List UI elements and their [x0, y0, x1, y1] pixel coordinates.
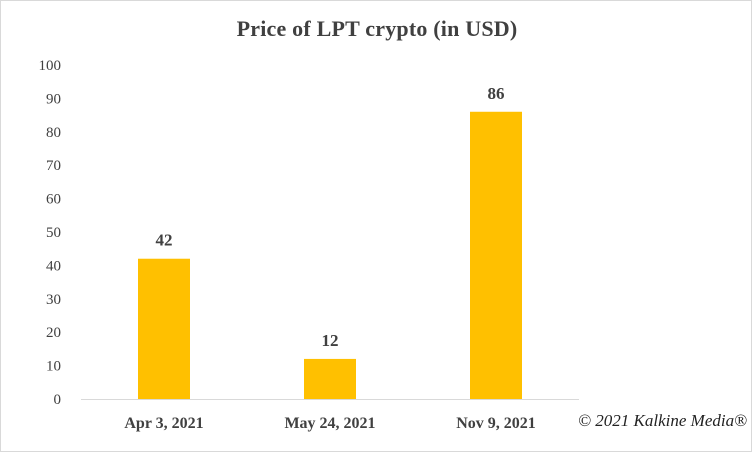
x-category-label: Apr 3, 2021: [124, 415, 203, 432]
bar-data-label: 86: [488, 84, 505, 103]
bar-data-label: 12: [322, 331, 339, 350]
y-tick-label: 50: [46, 225, 61, 241]
chart-title: Price of LPT crypto (in USD): [236, 16, 518, 41]
y-tick-label: 0: [54, 392, 62, 408]
y-tick-label: 30: [46, 292, 61, 308]
y-tick-label: 90: [46, 91, 61, 107]
bar-data-label: 42: [156, 231, 173, 250]
bar: [470, 111, 522, 399]
y-tick-label: 70: [46, 158, 61, 174]
bar: [138, 258, 190, 399]
watermark: © 2021 Kalkine Media®: [578, 411, 747, 430]
data-labels-group: 42 12 86: [156, 84, 505, 350]
bars-group: [138, 111, 522, 399]
x-category-label: Nov 9, 2021: [456, 415, 536, 432]
y-tick-label: 40: [46, 258, 61, 274]
bar: [304, 358, 356, 399]
x-category-label: May 24, 2021: [284, 415, 375, 432]
y-axis-ticks: 0 10 20 30 40 50 60 70 80 90 100: [39, 58, 62, 408]
y-tick-label: 80: [46, 125, 61, 141]
y-tick-label: 10: [46, 359, 61, 375]
y-tick-label: 100: [39, 58, 62, 74]
y-tick-label: 60: [46, 192, 61, 208]
y-tick-label: 20: [46, 325, 61, 341]
category-labels-group: Apr 3, 2021 May 24, 2021 Nov 9, 2021: [124, 415, 535, 432]
